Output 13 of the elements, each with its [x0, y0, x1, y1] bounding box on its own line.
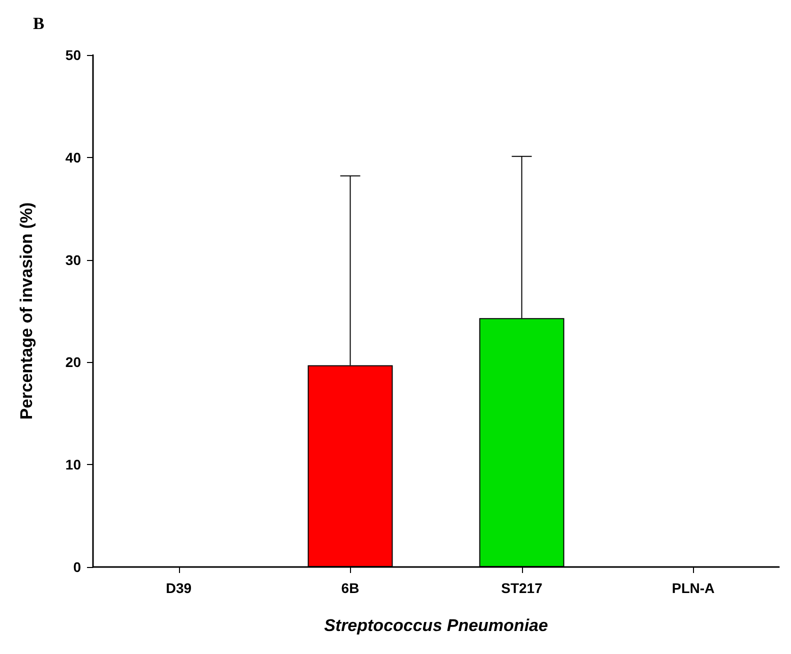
chart-title: B: [33, 14, 44, 33]
x-tick-label: 6B: [341, 580, 360, 596]
y-tick-label: 0: [73, 559, 82, 575]
x-tick-label: D39: [166, 580, 192, 596]
y-tick-label: 10: [65, 456, 82, 473]
y-tick-label: 50: [65, 47, 82, 63]
y-axis-title: Percentage of invasion (%): [17, 202, 36, 420]
x-tick-label: PLN-A: [672, 580, 715, 596]
y-tick-label: 40: [65, 149, 82, 166]
y-tick-label: 20: [65, 354, 82, 370]
x-axis-title: Streptococcus Pneumoniae: [324, 616, 548, 635]
x-tick-label: ST217: [501, 580, 543, 596]
y-tick-label: 30: [65, 252, 82, 268]
